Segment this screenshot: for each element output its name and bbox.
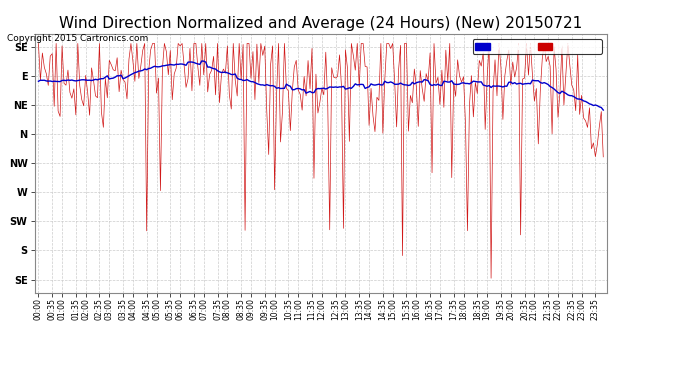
Text: Copyright 2015 Cartronics.com: Copyright 2015 Cartronics.com — [7, 34, 148, 43]
Legend: Average, Direction: Average, Direction — [473, 39, 602, 54]
Title: Wind Direction Normalized and Average (24 Hours) (New) 20150721: Wind Direction Normalized and Average (2… — [59, 16, 582, 31]
